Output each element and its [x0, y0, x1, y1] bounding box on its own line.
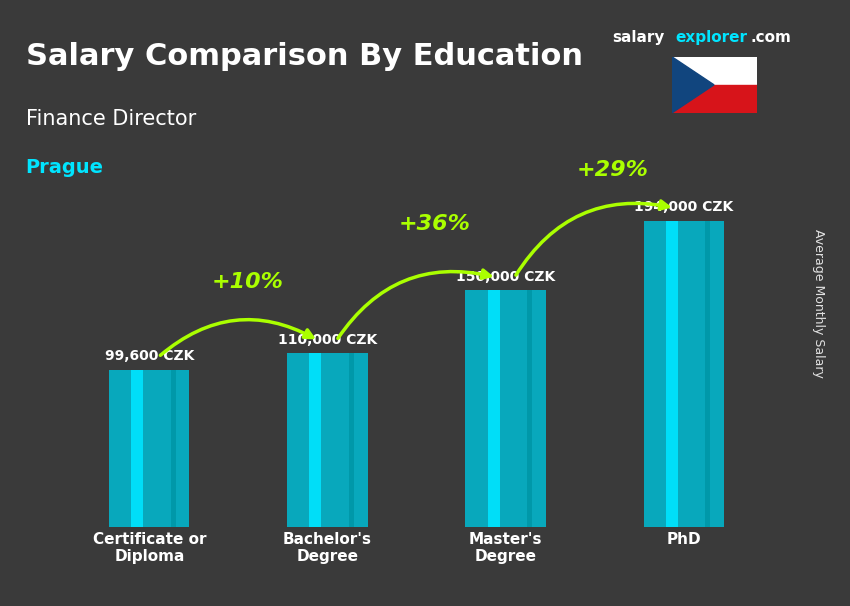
Bar — [309, 353, 321, 527]
Bar — [171, 370, 176, 527]
Bar — [666, 221, 677, 527]
Bar — [527, 290, 532, 527]
Text: +10%: +10% — [212, 271, 284, 291]
Bar — [110, 370, 190, 527]
Bar — [466, 290, 546, 527]
Text: .com: .com — [751, 30, 791, 45]
Bar — [488, 290, 500, 527]
Text: Average Monthly Salary: Average Monthly Salary — [812, 228, 824, 378]
Bar — [643, 221, 723, 527]
Text: +29%: +29% — [577, 160, 649, 180]
Text: +36%: +36% — [399, 214, 471, 234]
Polygon shape — [672, 56, 714, 113]
Text: Prague: Prague — [26, 158, 104, 176]
Text: explorer: explorer — [676, 30, 748, 45]
Bar — [287, 353, 367, 527]
Text: 194,000 CZK: 194,000 CZK — [634, 200, 734, 214]
Text: salary: salary — [612, 30, 665, 45]
Text: Finance Director: Finance Director — [26, 109, 196, 129]
Bar — [672, 56, 756, 85]
Text: 99,600 CZK: 99,600 CZK — [105, 350, 194, 364]
Bar — [131, 370, 144, 527]
Text: 150,000 CZK: 150,000 CZK — [456, 270, 555, 284]
Bar — [672, 85, 756, 113]
Text: 110,000 CZK: 110,000 CZK — [278, 333, 377, 347]
Bar — [348, 353, 354, 527]
Bar — [705, 221, 711, 527]
Text: Salary Comparison By Education: Salary Comparison By Education — [26, 42, 582, 72]
